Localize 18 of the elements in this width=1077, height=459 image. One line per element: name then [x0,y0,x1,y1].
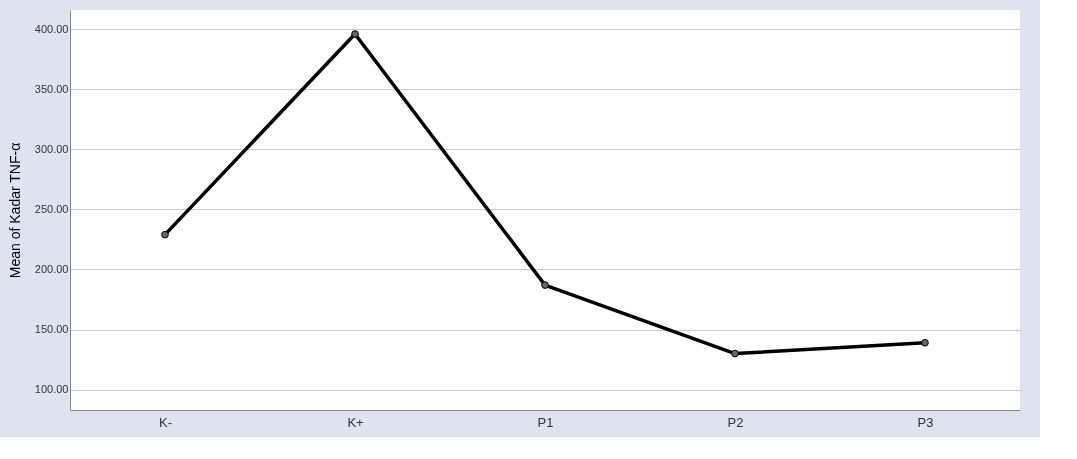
x-tick-label: P1 [537,414,554,430]
x-tick-label: P3 [917,414,934,430]
point [731,349,739,358]
y-tick-label: 200.00 [34,262,69,275]
y-tick-label: 350.00 [34,82,69,95]
y-axis-title: Mean of Kadar TNF-α [6,142,23,279]
point [161,230,169,239]
x-tick-label: P2 [727,414,744,430]
x-tick-label: K- [159,414,172,430]
point [541,281,549,289]
point [921,338,929,347]
y-tick-label: 400.00 [34,22,69,35]
y-tick-label: 100.00 [34,383,69,396]
y-tick-label: 300.00 [34,142,69,155]
x-tick-label: K+ [347,414,364,430]
point [351,30,359,38]
y-tick-label: 250.00 [34,202,69,215]
y-tick-label: 150.00 [34,323,69,336]
